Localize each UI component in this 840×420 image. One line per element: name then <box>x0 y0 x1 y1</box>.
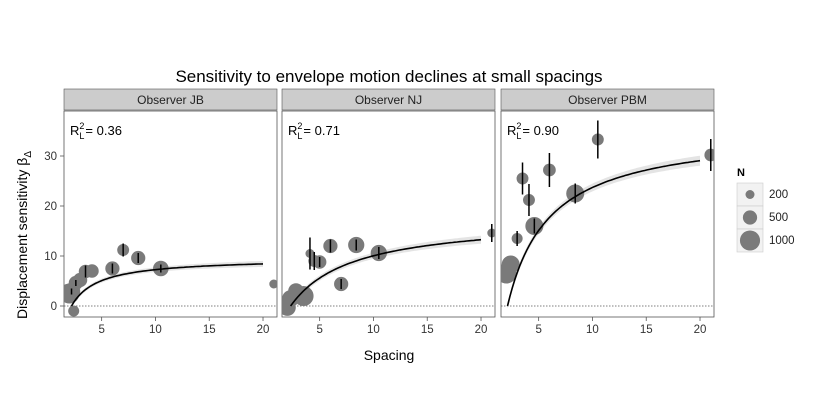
panel-plot-area <box>63 110 278 318</box>
legend-symbol <box>745 190 755 199</box>
panel-2: Observer NJ R2 L= 0.71 5 10 15 20 <box>281 88 496 336</box>
x-tick-label: 20 <box>257 324 270 336</box>
r-squared-annotation: R2 L= 0.71 <box>288 121 340 141</box>
x-tick-label: 20 <box>694 324 707 336</box>
x-tick-label: 5 <box>316 324 322 336</box>
panel-strip-label: Observer NJ <box>355 93 422 107</box>
y-axis-label-text: Displacement sensitivity <box>14 166 30 319</box>
data-point <box>68 305 80 317</box>
legend-label: 500 <box>769 212 788 224</box>
legend: N 200 500 1000 <box>736 167 795 253</box>
chart-title: Sensitivity to envelope motion declines … <box>175 67 602 86</box>
r-squared-superscript: 2 <box>516 121 521 131</box>
x-tick-label: 15 <box>640 324 653 336</box>
r-squared-annotation: R2 L= 0.36 <box>70 121 122 141</box>
panel-strip <box>500 88 715 111</box>
panel-plot-area <box>281 110 496 318</box>
panel-strip <box>63 88 278 111</box>
legend-symbol <box>739 230 761 251</box>
r-squared-subscript: L <box>297 131 302 141</box>
x-tick-label: 10 <box>586 324 599 336</box>
legend-label: 200 <box>769 189 788 201</box>
panel-marks <box>282 224 495 316</box>
fit-confidence-ribbon <box>507 155 700 309</box>
panel-1: Observer JB R2 L= 0.36 5 10 15 20 0 10 20 30 <box>44 88 278 336</box>
x-tick-label: 5 <box>98 324 104 336</box>
r-squared-value: = 0.90 <box>522 123 559 138</box>
r-squared-symbol: R <box>507 123 516 138</box>
r-squared-value: = 0.71 <box>303 123 340 138</box>
panel-plot-area <box>500 110 715 318</box>
data-point <box>269 279 277 289</box>
x-tick-label: 20 <box>475 324 488 336</box>
r-squared-superscript: 2 <box>297 121 302 131</box>
r-squared-subscript: L <box>516 131 521 141</box>
r-squared-superscript: 2 <box>79 121 84 131</box>
y-tick-label: 20 <box>44 201 57 213</box>
x-axis-label: Spacing <box>364 347 415 363</box>
r-squared-symbol: R <box>288 123 297 138</box>
legend-label: 1000 <box>769 235 795 247</box>
y-tick-label: 30 <box>44 151 57 163</box>
fit-curve <box>289 238 482 307</box>
x-tick-label: 5 <box>535 324 541 336</box>
r-squared-annotation: R2 L= 0.90 <box>507 121 559 141</box>
fit-curve <box>506 159 701 307</box>
x-tick-label: 15 <box>203 324 216 336</box>
x-tick-label: 10 <box>149 324 162 336</box>
r-squared-symbol: R <box>70 123 79 138</box>
legend-title: N <box>737 167 745 179</box>
x-tick-label: 15 <box>421 324 434 336</box>
y-axis-label: Displacement sensitivity βΔ <box>14 151 34 319</box>
y-axis-label-subscript: Δ <box>23 151 34 158</box>
r-squared-subscript: L <box>79 131 84 141</box>
legend-symbol <box>742 210 758 225</box>
y-axis-label-symbol: β <box>14 158 30 166</box>
panel-strip <box>281 88 496 111</box>
x-tick-label: 10 <box>367 324 380 336</box>
panel-3: Observer PBM R2 L= 0.90 5 10 15 20 <box>500 88 715 336</box>
data-point <box>85 264 99 278</box>
panel-strip-label: Observer PBM <box>568 93 647 107</box>
panel-strip-label: Observer JB <box>137 93 204 107</box>
data-point <box>293 285 314 307</box>
y-tick-label: 10 <box>44 251 57 263</box>
data-point <box>501 255 520 274</box>
data-point <box>704 148 714 162</box>
r-squared-value: = 0.36 <box>85 123 122 138</box>
panel-marks <box>501 120 714 309</box>
panel-marks <box>64 243 277 317</box>
fit-curve <box>70 263 264 307</box>
y-tick-label: 0 <box>51 301 57 313</box>
